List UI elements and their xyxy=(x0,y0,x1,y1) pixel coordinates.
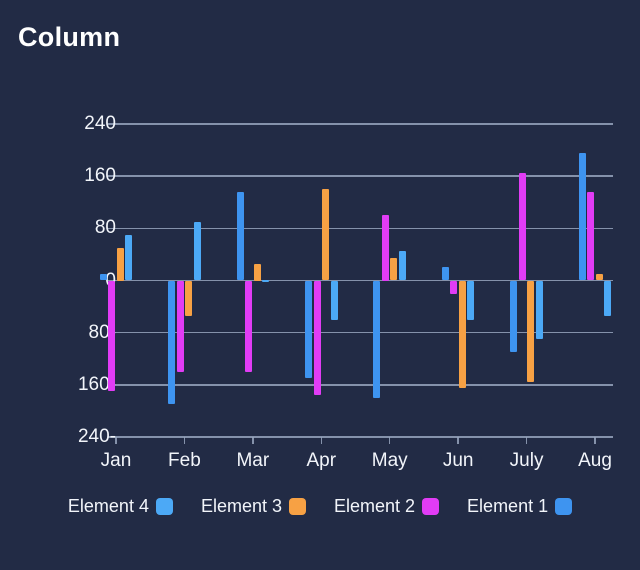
x-axis-tick xyxy=(594,437,596,445)
bar-element-4-jan[interactable] xyxy=(125,234,133,281)
legend-swatch xyxy=(155,498,173,515)
legend-label: Element 2 xyxy=(334,496,416,516)
page-title: Column xyxy=(18,22,121,52)
gridline xyxy=(108,175,613,177)
x-axis-label-mar: Mar xyxy=(236,450,270,472)
bar-element-4-mar[interactable] xyxy=(262,279,270,282)
x-axis-label-july: July xyxy=(509,450,544,472)
x-axis-tick xyxy=(388,437,391,445)
bar-element-3-jan[interactable] xyxy=(116,247,124,281)
legend-item-element-3[interactable]: Element 3 xyxy=(201,496,306,517)
legend-item-element-4[interactable]: Element 4 xyxy=(68,496,173,517)
legend-label: Element 1 xyxy=(467,496,549,516)
x-axis-tick xyxy=(183,437,186,445)
legend-swatch xyxy=(555,498,573,515)
bar-element-4-july[interactable] xyxy=(535,280,543,340)
x-axis-tick xyxy=(115,437,117,445)
y-axis-label: 160- xyxy=(77,373,116,395)
bar-element-2-jun[interactable] xyxy=(450,280,458,294)
gridline xyxy=(108,279,613,282)
legend-label: Element 4 xyxy=(67,496,149,516)
bar-element-1-feb[interactable] xyxy=(168,280,176,405)
bar-element-4-feb[interactable] xyxy=(193,221,201,281)
bar-element-4-may[interactable] xyxy=(398,251,406,281)
x-axis-tick xyxy=(525,437,528,445)
legend-swatch xyxy=(289,498,306,515)
bar-element-3-may[interactable] xyxy=(390,257,398,281)
x-axis-label-jun: Jun xyxy=(442,450,474,472)
bar-element-2-apr[interactable] xyxy=(313,280,321,395)
y-axis-label: 240- xyxy=(77,426,116,448)
bar-element-3-apr[interactable] xyxy=(322,189,330,281)
gridline xyxy=(108,436,613,438)
x-axis-tick xyxy=(457,437,459,445)
bar-element-4-jun[interactable] xyxy=(467,280,475,320)
bar-element-3-jun[interactable] xyxy=(458,280,466,389)
bar-element-1-apr[interactable] xyxy=(305,280,313,379)
bar-element-2-feb[interactable] xyxy=(176,280,184,372)
x-axis-tick xyxy=(252,437,254,445)
bar-element-1-july[interactable] xyxy=(510,280,518,353)
bar-element-3-july[interactable] xyxy=(527,280,535,382)
x-axis-label-jan: Jan xyxy=(100,450,132,472)
x-axis-label-aug: Aug xyxy=(578,450,612,472)
bar-element-1-mar[interactable] xyxy=(236,192,244,281)
bar-element-2-mar[interactable] xyxy=(245,280,253,372)
y-axis-label: 80 xyxy=(94,217,116,239)
bar-element-2-jan[interactable] xyxy=(108,280,116,392)
bar-element-1-jun[interactable] xyxy=(441,267,449,281)
gridline xyxy=(108,384,613,386)
bar-element-2-aug[interactable] xyxy=(587,192,595,281)
bar-element-1-jan[interactable] xyxy=(99,273,107,281)
x-axis-label-may: May xyxy=(371,450,408,472)
x-axis-tick xyxy=(320,437,323,445)
bar-element-2-may[interactable] xyxy=(381,215,389,281)
chart-legend: Element 4 Element 3 Element 2 Element 1 xyxy=(0,496,640,517)
y-axis-label: 0 xyxy=(44,270,116,292)
gridline xyxy=(108,227,613,230)
bar-element-1-may[interactable] xyxy=(373,280,381,398)
y-axis-label: 80- xyxy=(88,321,116,343)
bar-element-4-aug[interactable] xyxy=(604,280,612,317)
legend-item-element-1[interactable]: Element 1 xyxy=(467,496,573,517)
gridline xyxy=(108,331,613,334)
bar-element-3-aug[interactable] xyxy=(595,273,603,281)
bar-element-3-mar[interactable] xyxy=(253,264,261,281)
y-axis-label: 160 xyxy=(84,165,116,187)
legend-label: Element 3 xyxy=(200,496,282,516)
bar-element-3-feb[interactable] xyxy=(185,280,193,317)
gridline xyxy=(108,123,613,125)
y-axis-label: 240 xyxy=(84,112,116,134)
x-axis-label-feb: Feb xyxy=(168,450,201,472)
legend-swatch xyxy=(422,498,440,515)
bar-element-1-aug[interactable] xyxy=(578,153,586,281)
bar-element-2-july[interactable] xyxy=(518,172,526,281)
bar-element-4-apr[interactable] xyxy=(330,280,338,320)
legend-item-element-2[interactable]: Element 2 xyxy=(334,496,440,517)
x-axis-label-apr: Apr xyxy=(306,450,337,472)
